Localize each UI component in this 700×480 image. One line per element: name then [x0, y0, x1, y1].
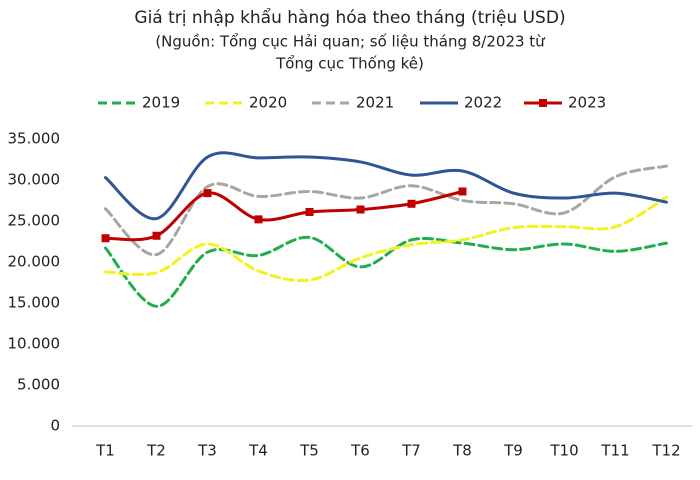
marker [203, 189, 212, 198]
y-tick-label: 10.000 [8, 335, 61, 353]
chart-subtitle: Tổng cục Thống kê) [275, 55, 424, 73]
legend-label: 2023 [568, 94, 606, 112]
legend-label: 2019 [142, 94, 180, 112]
series-line [104, 195, 668, 283]
x-tick-label: T11 [600, 442, 629, 460]
series-line [104, 151, 668, 221]
marker [152, 231, 161, 240]
x-tick-label: T9 [503, 442, 523, 460]
series-line [104, 164, 668, 257]
legend-label: 2022 [464, 94, 502, 112]
y-tick-label: 5.000 [17, 376, 60, 394]
chart-subtitle: (Nguồn: Tổng cục Hải quan; số liệu tháng… [155, 33, 546, 51]
x-tick-label: T2 [146, 442, 166, 460]
x-tick-label: T12 [651, 442, 680, 460]
y-tick-label: 0 [50, 417, 60, 435]
y-tick-label: 20.000 [8, 253, 61, 271]
x-tick-label: T1 [95, 442, 115, 460]
legend-label: 2021 [356, 94, 394, 112]
y-tick-label: 30.000 [8, 171, 61, 189]
legend-label: 2020 [249, 94, 287, 112]
marker [101, 234, 110, 243]
marker [407, 199, 416, 208]
x-tick-label: T8 [452, 442, 472, 460]
marker [356, 205, 365, 214]
marker [254, 215, 263, 224]
x-tick-label: T10 [549, 442, 578, 460]
x-tick-label: T7 [401, 442, 421, 460]
x-tick-label: T6 [350, 442, 370, 460]
x-tick-label: T3 [197, 442, 217, 460]
marker [305, 207, 314, 216]
series-line [104, 235, 668, 308]
legend-marker [539, 99, 547, 107]
series-line [104, 189, 464, 242]
y-tick-label: 25.000 [8, 212, 61, 230]
x-tick-label: T5 [299, 442, 319, 460]
chart-title: Giá trị nhập khẩu hàng hóa theo tháng (t… [134, 7, 565, 28]
x-tick-label: T4 [248, 442, 268, 460]
y-tick-label: 15.000 [8, 294, 61, 312]
y-tick-label: 35.000 [8, 130, 61, 148]
marker [458, 187, 467, 196]
